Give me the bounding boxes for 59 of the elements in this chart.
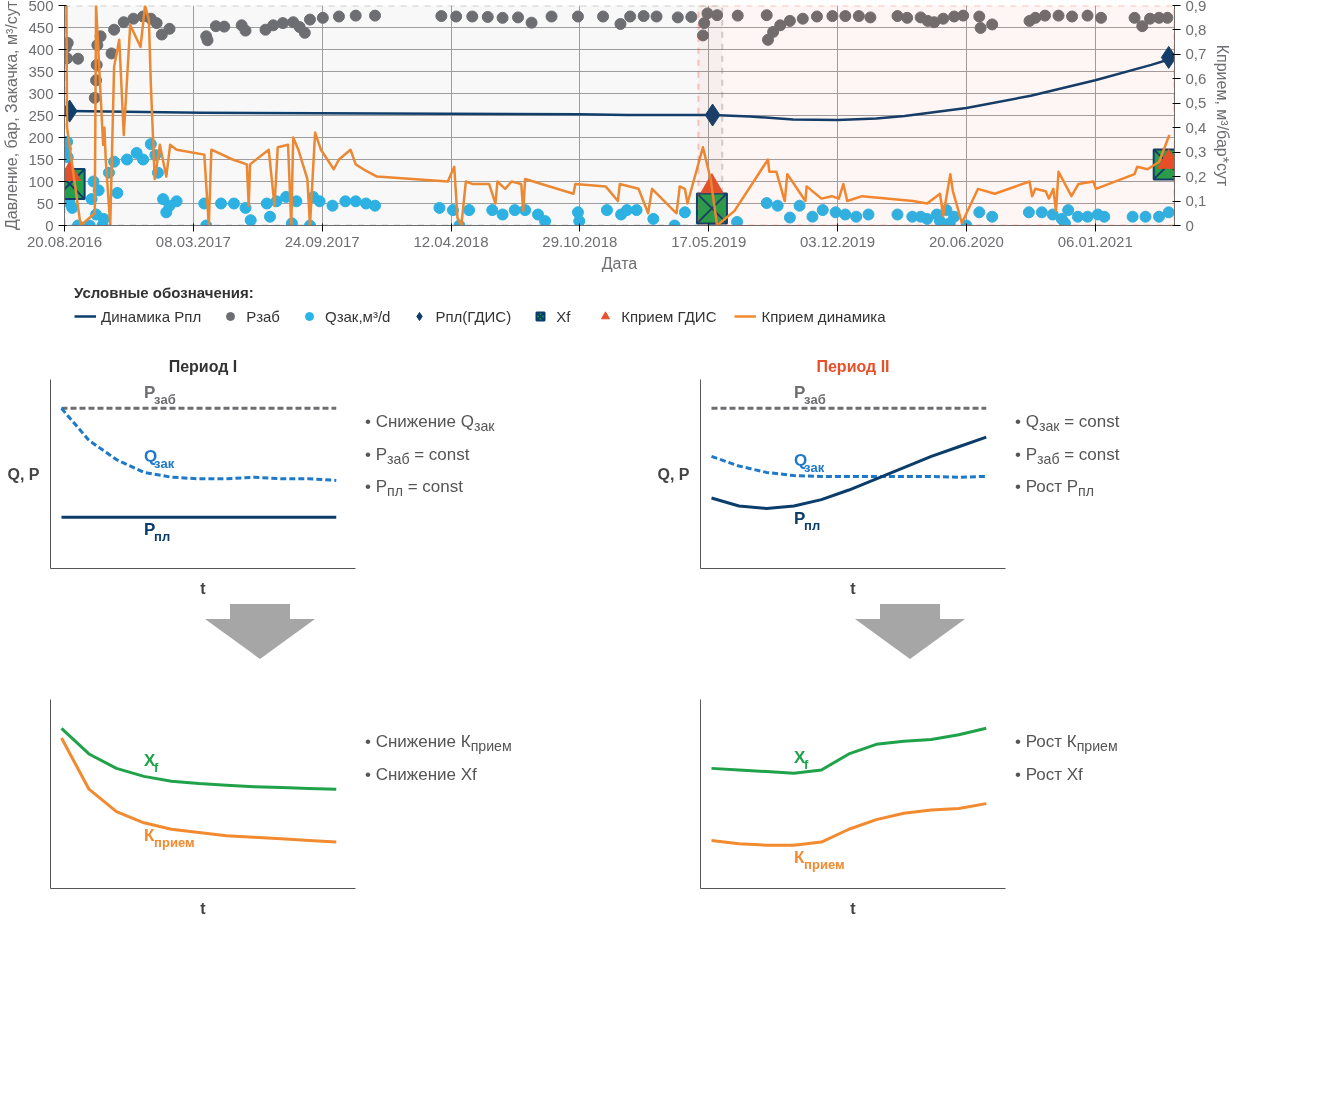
y-tick-label: 450 <box>28 18 54 36</box>
x-axis-title: Дата <box>601 254 638 272</box>
x-tick-label: 12.04.2018 <box>413 232 489 250</box>
x-tick-label: 03.12.2019 <box>800 232 876 250</box>
x-tick-label: 17.05.2019 <box>671 232 747 250</box>
legend-title: Условные обозначения: <box>74 284 255 301</box>
y2-tick-label: 0 <box>1185 216 1194 234</box>
y2-tick-label: 0,5 <box>1185 94 1207 112</box>
legend-label: Кприем ГДИС <box>621 307 717 325</box>
y2-tick-label: 0,2 <box>1185 167 1207 185</box>
legend-label: Рзаб <box>246 307 280 325</box>
x-axis-title: t <box>850 899 857 917</box>
x-tick-label: 29.10.2018 <box>542 232 618 250</box>
y2-tick-label: 0,9 <box>1185 0 1207 14</box>
text: • Снижение К$_{прием}$ <box>365 731 512 757</box>
y-tick-label: 300 <box>28 84 54 102</box>
x-tick-label: 20.06.2020 <box>928 232 1004 250</box>
y2-tick-label: 0,1 <box>1185 192 1207 210</box>
legend-label: Qзак,м³/d <box>324 307 391 325</box>
text: • Р$_{заб}$ = const <box>1015 443 1120 469</box>
legend-label: Xf <box>556 307 572 325</box>
y-tick-label: 250 <box>28 106 54 124</box>
y2-tick-label: 0,7 <box>1185 45 1207 63</box>
text: • Рост К$_{прием}$ <box>1015 731 1118 757</box>
chart-title: Период II <box>816 357 890 375</box>
legend-label: Кприем динамика <box>761 307 886 325</box>
text: • Снижение Xf <box>365 763 478 786</box>
x-tick-label: 20.08.2016 <box>26 232 103 250</box>
y2-tick-label: 0,4 <box>1185 118 1207 136</box>
x-axis-title: t <box>200 899 207 917</box>
text: • Р$_{пл}$ = const <box>365 476 464 502</box>
x-axis-title: t <box>200 579 207 597</box>
y-axis-title: Q, P <box>7 465 40 483</box>
y2-tick-label: 0,8 <box>1185 20 1207 38</box>
text: • Рост Xf <box>1015 763 1084 786</box>
y-tick-label: 400 <box>28 40 54 58</box>
x-axis-title: t <box>850 579 857 597</box>
chart-title: Период I <box>168 357 238 375</box>
y-tick-label: 350 <box>28 62 54 80</box>
y-axis-title: Q, P <box>657 465 690 483</box>
y-tick-label: 150 <box>28 150 54 168</box>
legend-label: Динамика Рпл <box>101 307 202 325</box>
y-axis-title: Давление, бар, Закачка, м³/сут <box>3 0 21 231</box>
y2-axis-title: Кприем, м³/бар*сут <box>1214 44 1232 187</box>
y-tick-label: 100 <box>28 172 54 190</box>
legend-label: Рпл(ГДИС) <box>435 307 512 325</box>
text: • Q$_{зак}$ = const <box>1015 411 1120 437</box>
x-tick-label: 24.09.2017 <box>284 232 360 250</box>
y2-tick-label: 0,3 <box>1185 143 1207 161</box>
y-tick-label: 200 <box>28 128 54 146</box>
y-tick-label: 50 <box>36 194 54 212</box>
x-tick-label: 06.01.2021 <box>1057 232 1133 250</box>
x-tick-label: 08.03.2017 <box>155 232 231 250</box>
y-tick-label: 0 <box>45 216 54 234</box>
y-tick-label: 500 <box>28 0 54 14</box>
y2-tick-label: 0,6 <box>1185 69 1207 87</box>
text: • Р$_{заб}$ = const <box>365 443 471 469</box>
text: • Рост Р$_{пл}$ <box>1015 476 1095 502</box>
text: • Снижение Q$_{зак}$ <box>365 411 495 437</box>
